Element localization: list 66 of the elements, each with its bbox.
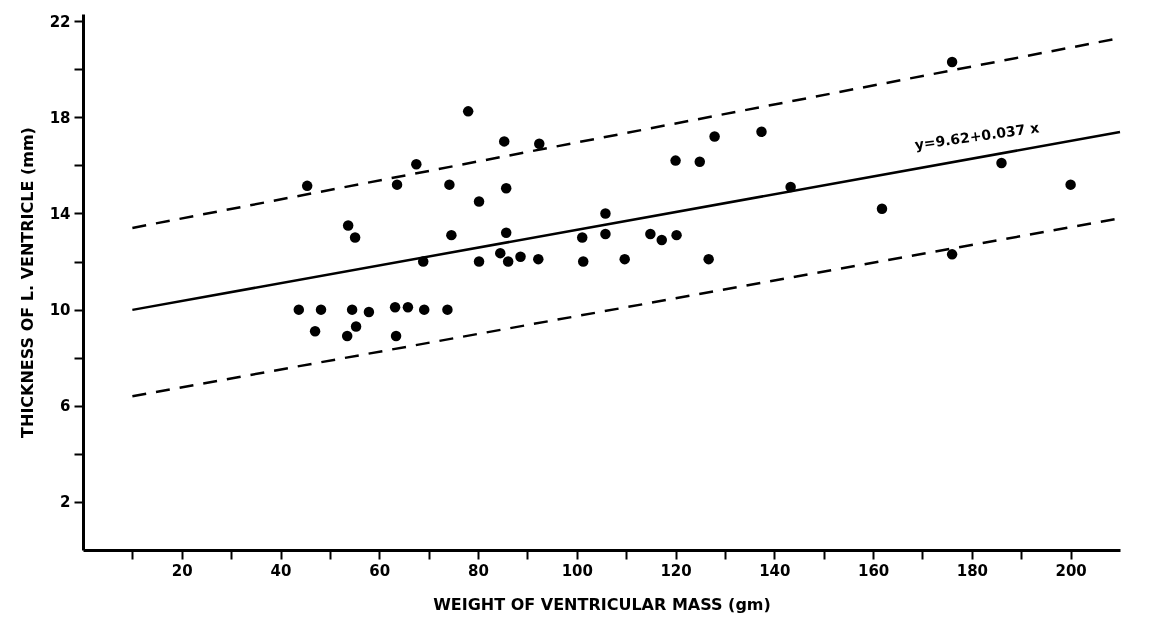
point — [709, 131, 720, 142]
x-tick-label: 120 — [660, 561, 692, 580]
y-tick-label: 10 — [49, 301, 71, 320]
x-axis-title: WEIGHT OF VENTRICULAR MASS (gm) — [433, 594, 771, 614]
point — [502, 256, 514, 267]
point — [533, 253, 544, 265]
x-tick-label: 100 — [561, 561, 593, 580]
point — [473, 256, 485, 267]
point — [473, 196, 485, 207]
point — [315, 304, 327, 315]
point — [996, 157, 1007, 169]
point — [346, 304, 358, 315]
point — [498, 136, 510, 147]
y-tick-label: 6 — [60, 397, 71, 416]
point — [391, 179, 403, 190]
point — [600, 228, 611, 240]
point — [670, 155, 681, 166]
point — [363, 306, 375, 318]
point — [876, 203, 888, 214]
point — [534, 138, 545, 150]
x-tick-label: 160 — [857, 561, 890, 580]
point — [389, 302, 401, 313]
y-axis-title: THICKNESS OF L. VENTRICLE (mm) — [17, 127, 37, 438]
point — [309, 326, 321, 337]
point — [418, 304, 430, 315]
point — [694, 156, 706, 168]
point — [462, 106, 474, 117]
point — [515, 251, 526, 262]
y-tick-label: 2 — [60, 493, 71, 512]
point — [402, 302, 414, 313]
y-tick-label: 22 — [49, 12, 71, 31]
point — [703, 253, 714, 265]
point — [600, 208, 611, 219]
point — [495, 247, 506, 259]
x-tick-label: 140 — [759, 561, 791, 580]
point — [500, 183, 512, 194]
point — [444, 179, 455, 190]
point — [349, 232, 361, 243]
point — [656, 234, 667, 246]
point — [350, 321, 362, 332]
point — [619, 253, 630, 265]
point — [301, 180, 313, 192]
x-tick-label: 40 — [270, 561, 292, 580]
point — [342, 220, 354, 231]
x-tick-label: 200 — [1055, 561, 1087, 580]
point — [293, 304, 305, 315]
y-tick-label: 18 — [49, 108, 71, 127]
point — [671, 229, 682, 241]
point — [442, 304, 453, 315]
point — [756, 126, 767, 138]
point — [446, 229, 457, 241]
x-tick-label: 180 — [956, 561, 989, 580]
point — [390, 330, 402, 342]
point — [946, 56, 958, 68]
point — [1065, 179, 1076, 190]
y-tick-label: 14 — [49, 205, 71, 223]
point — [341, 330, 353, 342]
x-tick-label: 20 — [171, 561, 193, 580]
x-tick-label: 60 — [369, 561, 391, 580]
x-tick-label: 80 — [468, 561, 489, 580]
point — [577, 256, 589, 267]
point — [500, 227, 512, 238]
point — [645, 228, 656, 240]
point — [946, 249, 958, 260]
point — [411, 158, 422, 170]
point — [577, 232, 588, 243]
